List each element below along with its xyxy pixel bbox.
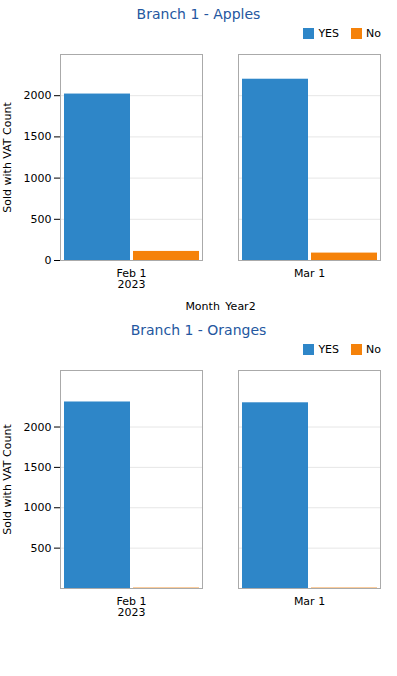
html-text:YES: YES bbox=[318, 342, 339, 356]
svg-text:1000: 1000 bbox=[24, 501, 52, 514]
svg-text:2000: 2000 bbox=[24, 421, 52, 434]
svg-text:Feb 12023: Feb 12023 bbox=[117, 267, 147, 291]
svg-text:Month_Year2: Month_Year2 bbox=[185, 300, 255, 313]
svg-text:Mar 1: Mar 1 bbox=[294, 267, 325, 280]
html-text:Branch 1 - Oranges: Branch 1 - Oranges bbox=[130, 322, 267, 338]
svg-text:Mar 1: Mar 1 bbox=[294, 595, 325, 608]
svg-text:1500: 1500 bbox=[24, 461, 52, 474]
svg-text:1000: 1000 bbox=[24, 172, 52, 185]
html-text:No: No bbox=[366, 26, 381, 40]
svg-text:500: 500 bbox=[31, 213, 52, 226]
html-text:Branch 1 - Apples: Branch 1 - Apples bbox=[136, 6, 261, 22]
html-text:No: No bbox=[366, 342, 381, 356]
svg-text:Sold with VAT Count: Sold with VAT Count bbox=[1, 102, 14, 213]
html-text:YES: YES bbox=[318, 26, 339, 40]
svg-text:0: 0 bbox=[45, 254, 52, 267]
svg-text:2000: 2000 bbox=[24, 89, 52, 102]
svg-text:500: 500 bbox=[31, 542, 52, 555]
svg-text:Sold with VAT Count: Sold with VAT Count bbox=[1, 424, 14, 535]
svg-text:1500: 1500 bbox=[24, 130, 52, 143]
svg-text:Feb 12023: Feb 12023 bbox=[117, 595, 147, 619]
